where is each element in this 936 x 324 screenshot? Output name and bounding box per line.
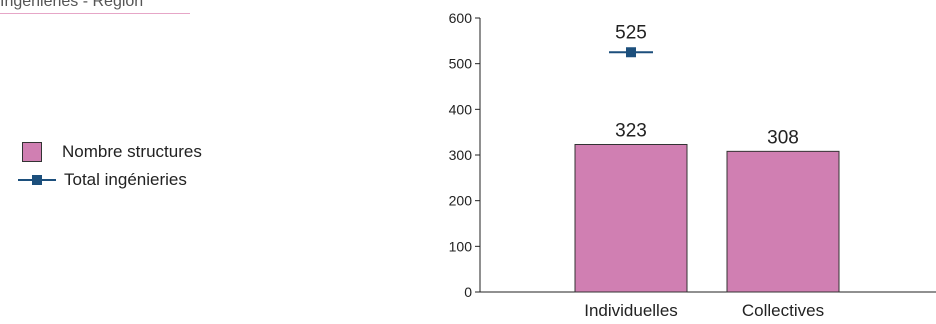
line-point-marker xyxy=(626,47,636,58)
x-tick-label: Individuelles xyxy=(584,301,678,320)
bar-value-label: 323 xyxy=(615,120,647,141)
legend-line-swatch xyxy=(18,172,56,188)
y-tick-label: 400 xyxy=(449,101,473,117)
legend-item-bars: Nombre structures xyxy=(18,138,202,166)
y-tick-label: 200 xyxy=(449,193,473,209)
y-tick-label: 500 xyxy=(449,56,473,72)
y-tick-label: 100 xyxy=(449,238,473,254)
bar-individuelles xyxy=(574,143,688,293)
legend-bar-swatch xyxy=(22,142,42,162)
legend: Nombre structures Total ingénieries xyxy=(18,138,202,194)
x-tick-label: Collectives xyxy=(742,301,824,320)
legend-label-line: Total ingénieries xyxy=(64,170,187,189)
y-tick-label: 0 xyxy=(464,284,472,300)
legend-label-bars: Nombre structures xyxy=(62,142,202,161)
bar-collectives xyxy=(726,150,840,293)
bar-value-label: 308 xyxy=(767,127,799,148)
y-tick-label: 300 xyxy=(449,147,473,163)
chart-title: Ingénieries - Région xyxy=(0,0,190,14)
line-value-label: 525 xyxy=(615,22,647,43)
y-tick-label: 600 xyxy=(449,10,473,26)
legend-item-line: Total ingénieries xyxy=(18,166,202,194)
